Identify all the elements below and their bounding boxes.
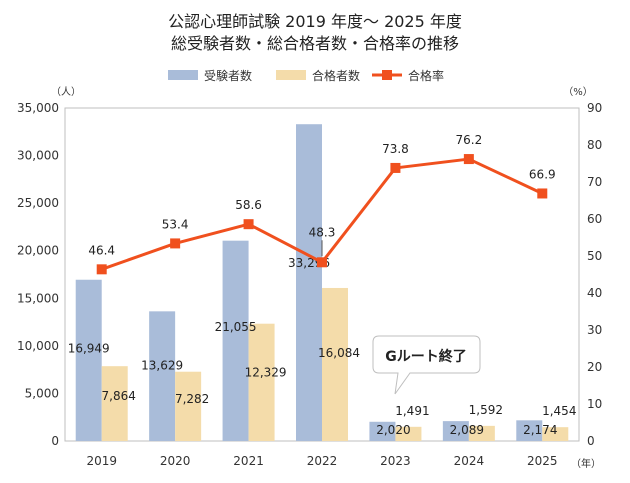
- annotation-callout: Gルート終了: [372, 335, 481, 395]
- bar-passers: [322, 287, 348, 441]
- rate-point: [463, 154, 474, 165]
- legend-label: 合格率: [408, 68, 444, 83]
- x-tick-label: 2023: [380, 454, 411, 468]
- rate-point: [96, 264, 107, 275]
- legend-label: 合格者数: [312, 68, 360, 83]
- y-right-tick-label: 90: [587, 101, 602, 115]
- y-right-tick-label: 20: [587, 360, 602, 374]
- bar-passers-label: 1,592: [469, 403, 503, 417]
- bar-passers-label: 16,084: [318, 346, 360, 360]
- bar-passers: [175, 371, 202, 441]
- y-left-tick-label: 0: [51, 434, 59, 448]
- rate-label: 58.6: [235, 198, 262, 212]
- chart-title-line1: 公認心理師試験 2019 年度～ 2025 年度: [168, 12, 462, 31]
- x-tick-label: 2021: [233, 454, 264, 468]
- y-left-unit: （人）: [51, 86, 81, 98]
- rate-label: 76.2: [455, 133, 482, 147]
- x-tick-label: 2025: [527, 454, 558, 468]
- y-right-tick-label: 10: [587, 397, 602, 411]
- rate-label: 53.4: [162, 217, 189, 231]
- y-left-tick-label: 35,000: [17, 101, 59, 115]
- x-tick-label: 2024: [454, 454, 485, 468]
- y-left-tick-label: 30,000: [17, 149, 59, 163]
- bar-applicants: [296, 124, 322, 441]
- legend: 受験者数 合格者数 合格率: [168, 68, 444, 83]
- y-left-tick-label: 15,000: [17, 291, 59, 305]
- rate-point: [317, 257, 327, 268]
- y-right-unit: （%）: [563, 86, 593, 98]
- rate-label: 46.4: [88, 243, 115, 257]
- plot-area: 0 5,000 10,000 15,000 20,000 25,000 30,000 35,0…: [17, 101, 602, 468]
- x-tick-label: 2020: [160, 454, 191, 468]
- bar-passers: [101, 366, 128, 441]
- y-left-tick-label: 5,000: [25, 386, 59, 400]
- rate-point: [170, 238, 181, 249]
- bar-applicants-label: 2,020: [376, 423, 410, 437]
- bar-applicants-label: 2,174: [523, 423, 557, 437]
- bar-applicants: [222, 240, 249, 441]
- chart-title-line2: 総受験者数・総合格者数・合格率の推移: [171, 34, 459, 53]
- bar-passers-label: 7,282: [175, 392, 209, 406]
- x-tick-label: 2019: [86, 454, 117, 468]
- rate-label: 73.8: [382, 142, 409, 156]
- y-left-tick-label: 25,000: [17, 196, 59, 210]
- bar-passers-label: 7,864: [102, 389, 136, 403]
- rate-label: 66.9: [529, 167, 556, 181]
- bar-applicants-label: 13,629: [141, 359, 183, 373]
- bar-passers: [542, 427, 569, 441]
- bar-applicants: [75, 279, 102, 441]
- y-right-tick-label: 70: [587, 175, 602, 189]
- bar-passers: [248, 323, 275, 441]
- bar-applicants-label: 2,089: [450, 423, 484, 437]
- rate-point: [243, 219, 254, 230]
- legend-marker: [382, 70, 392, 80]
- y-right-tick-label: 30: [587, 323, 602, 337]
- y-right-tick-label: 60: [587, 212, 602, 226]
- bar-passers-label: 12,329: [245, 365, 287, 379]
- rate-point: [390, 162, 401, 173]
- legend-swatch: [276, 70, 306, 80]
- bar-passers: [468, 425, 495, 441]
- bar-passers-label: 1,491: [395, 404, 429, 418]
- x-unit: （年）: [571, 457, 601, 470]
- legend-label: 受験者数: [204, 68, 252, 83]
- bar-passers: [395, 426, 422, 441]
- callout-text: Gルート終了: [385, 348, 467, 365]
- bar-applicants-label: 21,055: [215, 320, 257, 334]
- legend-swatch: [168, 70, 198, 80]
- bar-applicants: [516, 420, 543, 441]
- y-right-tick-label: 40: [587, 286, 602, 300]
- y-left-tick-label: 10,000: [17, 339, 59, 353]
- y-right-tick-label: 50: [587, 249, 602, 263]
- rate-point: [537, 188, 548, 199]
- bar-passers-label: 1,454: [542, 404, 576, 418]
- bar-applicants: [442, 421, 469, 441]
- y-right-tick-label: 0: [587, 434, 595, 448]
- rate-label: 48.3: [309, 225, 336, 239]
- y-right-tick-label: 80: [587, 138, 602, 152]
- x-tick-label: 2022: [307, 454, 338, 468]
- bar-applicants: [149, 311, 176, 441]
- y-left-tick-label: 20,000: [17, 244, 59, 258]
- callout-bubble: [372, 335, 481, 395]
- bar-applicants-label: 16,949: [68, 341, 110, 355]
- bar-applicants: [369, 421, 396, 441]
